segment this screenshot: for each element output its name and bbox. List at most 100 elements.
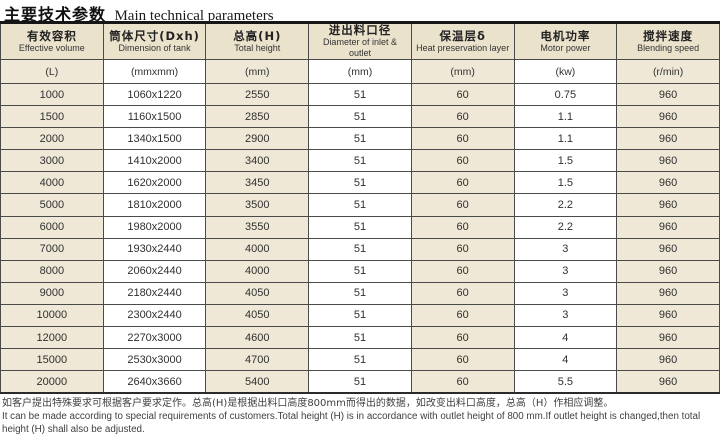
cell: 1410x2000	[102, 149, 207, 173]
column-header-zh: 保温层δ	[439, 28, 486, 43]
cell: 2180x2440	[102, 281, 207, 305]
cell: 2.2	[513, 193, 618, 217]
page-title-en: Main technical parameters	[114, 8, 274, 24]
cell: 51	[308, 149, 412, 173]
cell: 2530x3000	[102, 348, 207, 372]
cell: 60	[410, 149, 515, 173]
cell: 60	[410, 303, 515, 328]
cell: 960	[616, 193, 720, 217]
column-header: 保温层δ Heat preservation layer	[410, 22, 515, 60]
cell: 4700	[205, 348, 310, 372]
column-header-zh: 电机功率	[540, 28, 591, 43]
table-row: 6000 1980x2000 3550 51 60 2.2 960	[0, 215, 720, 239]
cell: 960	[616, 326, 720, 350]
column-header-zh: 有效容积	[26, 28, 77, 43]
cell: 3	[513, 303, 618, 328]
cell: 1000	[0, 82, 104, 107]
cell: 51	[308, 105, 412, 129]
unit-row: (L) (mmxmm) (mm) (mm) (mm) (kw) (r/min)	[0, 59, 720, 84]
cell: 5000	[0, 193, 104, 217]
cell: 7000	[0, 237, 104, 261]
column-header: 有效容积 Effective volume	[0, 22, 104, 60]
cell: 51	[308, 370, 412, 394]
column-header: 总高(H) Total height	[205, 22, 310, 60]
cell: 51	[308, 303, 412, 328]
cell: 3	[513, 237, 618, 261]
footnotes: 如客户提出特殊要求可根据客户要求定作。总高(H)是根据出料口高度800mm而得出…	[0, 394, 720, 436]
cell: 60	[410, 171, 515, 195]
cell: 51	[308, 259, 412, 283]
cell: 1340x1500	[102, 127, 207, 151]
cell: 15000	[0, 348, 104, 372]
cell: 60	[410, 281, 515, 305]
cell: 4	[513, 348, 618, 372]
cell: 51	[308, 348, 412, 372]
column-header-zh: 搅拌速度	[643, 28, 694, 43]
table-row: 20000 2640x3660 5400 51 60 5.5 960	[0, 370, 720, 394]
cell: 1.5	[513, 149, 618, 173]
table-row: 4000 1620x2000 3450 51 60 1.5 960	[0, 171, 720, 195]
column-header: 电机功率 Motor power	[513, 22, 618, 60]
cell: 960	[616, 127, 720, 151]
cell: 4050	[205, 303, 310, 328]
cell: 6000	[0, 215, 104, 239]
cell: 960	[616, 259, 720, 283]
column-header-en: Blending speed	[637, 42, 700, 53]
cell: 60	[410, 348, 515, 372]
table-row: 3000 1410x2000 3400 51 60 1.5 960	[0, 149, 720, 173]
cell: 960	[616, 237, 720, 261]
table-row: 2000 1340x1500 2900 51 60 1.1 960	[0, 127, 720, 151]
cell: 3450	[205, 171, 310, 195]
column-header-en: Total height	[234, 42, 281, 53]
cell: 3500	[205, 193, 310, 217]
cell: 960	[616, 370, 720, 394]
cell: 960	[616, 82, 720, 107]
cell: 3	[513, 259, 618, 283]
cell: 4	[513, 326, 618, 350]
cell: 12000	[0, 326, 104, 350]
table-row: 5000 1810x2000 3500 51 60 2.2 960	[0, 193, 720, 217]
unit-cell: (r/min)	[616, 59, 720, 84]
footnote-en: It can be made according to special requ…	[2, 410, 701, 435]
cell: 960	[616, 149, 720, 173]
cell: 4050	[205, 281, 310, 305]
unit-cell: (mm)	[205, 59, 310, 84]
cell: 60	[410, 215, 515, 239]
cell: 960	[616, 105, 720, 129]
cell: 1.1	[513, 105, 618, 129]
unit-cell: (kw)	[513, 59, 618, 84]
page-title: 主要技术参数 Main technical parameters	[0, 0, 720, 24]
table-row: 12000 2270x3000 4600 51 60 4 960	[0, 326, 720, 350]
cell: 4000	[205, 237, 310, 261]
cell: 5400	[205, 370, 310, 394]
table-row: 9000 2180x2440 4050 51 60 3 960	[0, 281, 720, 305]
column-header-en: Dimension of tank	[118, 42, 191, 53]
page-title-zh: 主要技术参数	[4, 5, 107, 24]
spec-table: 有效容积 Effective volume 筒体尺寸(Dxh) Dimension o…	[0, 21, 720, 394]
column-header: 进出料口径 Diameter of inlet & outlet	[308, 22, 412, 60]
table-row: 8000 2060x2440 4000 51 60 3 960	[0, 259, 720, 283]
cell: 1980x2000	[102, 215, 207, 239]
cell: 2300x2440	[102, 303, 207, 328]
cell: 60	[410, 82, 515, 107]
column-header-zh: 进出料口径	[328, 23, 392, 37]
cell: 3	[513, 281, 618, 305]
cell: 1810x2000	[102, 193, 207, 217]
cell: 51	[308, 171, 412, 195]
cell: 960	[616, 303, 720, 328]
cell: 60	[410, 237, 515, 261]
cell: 960	[616, 215, 720, 239]
cell: 51	[308, 237, 412, 261]
cell: 51	[308, 82, 412, 107]
column-header-en: Motor power	[540, 42, 591, 53]
cell: 1.1	[513, 127, 618, 151]
cell: 960	[616, 281, 720, 305]
cell: 20000	[0, 370, 104, 394]
column-header-en: Diameter of inlet & outlet	[322, 37, 397, 58]
cell: 1160x1500	[102, 105, 207, 129]
cell: 60	[410, 105, 515, 129]
cell: 4600	[205, 326, 310, 350]
cell: 60	[410, 259, 515, 283]
cell: 1500	[0, 105, 104, 129]
